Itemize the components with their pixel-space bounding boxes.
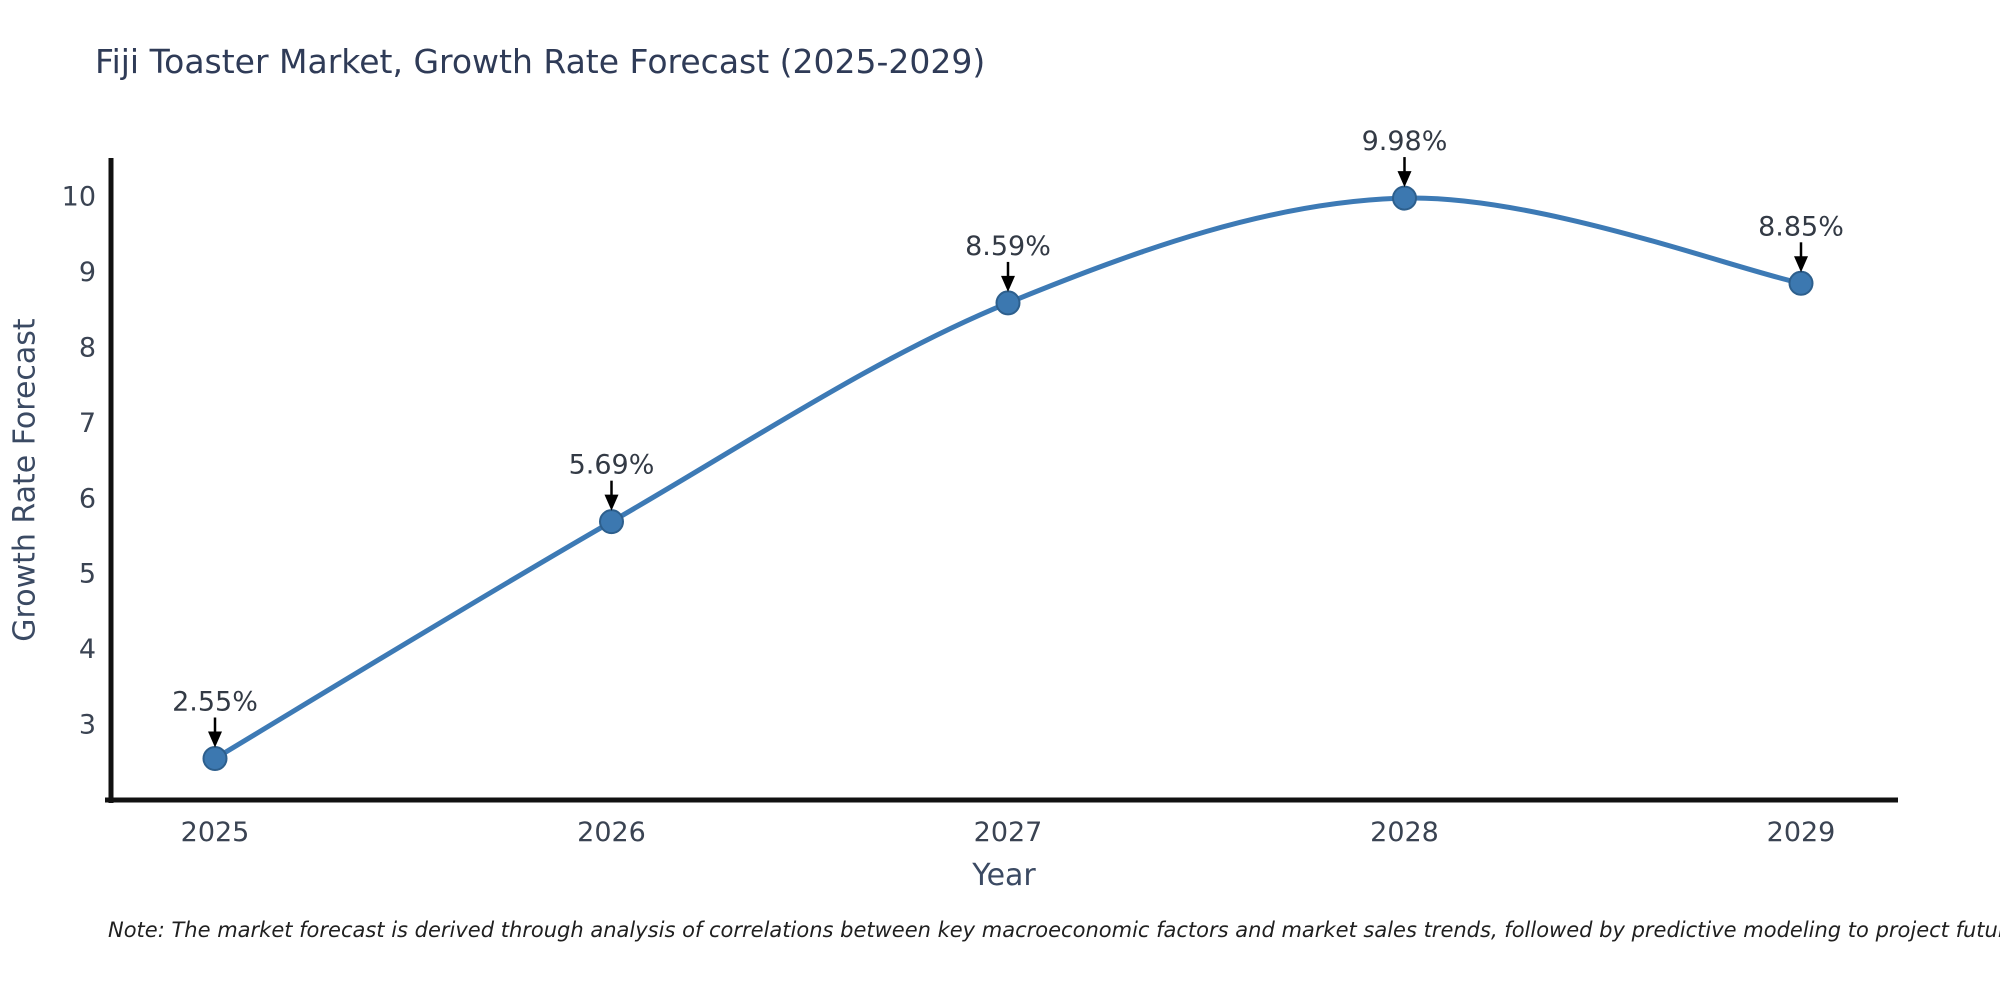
y-axis-spine [108,158,114,803]
y-tick-label: 10 [62,182,96,213]
x-tick-label: 2026 [577,817,646,848]
data-point [1788,270,1814,296]
y-tick-label: 5 [79,559,96,590]
x-axis-label: Year [972,858,1036,893]
y-tick-label: 4 [79,634,96,665]
x-tick-label: 2029 [1767,817,1836,848]
y-tick-label: 8 [79,332,96,363]
y-tick-label: 6 [79,483,96,514]
data-label: 8.59% [965,231,1051,262]
data-point [1392,185,1417,211]
y-tick-label: 9 [79,257,96,288]
annotation-arrow-head [604,494,619,511]
y-axis-label: Growth Rate Forecast [7,318,43,642]
data-label: 8.85% [1758,211,1844,242]
y-tick-label: 7 [79,408,96,439]
annotation-arrow-head [1397,171,1412,188]
data-label: 2.55% [172,687,258,718]
data-label: 9.98% [1362,126,1448,157]
data-point [995,290,1021,316]
data-label: 5.69% [569,450,655,481]
x-axis-spine [105,797,1898,803]
annotation-arrow-head [1794,256,1808,273]
x-tick-label: 2027 [974,817,1043,848]
data-point [599,509,624,535]
footnote: Note: The market forecast is derived thr… [108,918,2000,942]
data-point [202,746,228,772]
y-tick-label: 3 [79,710,96,741]
x-tick-label: 2028 [1370,817,1439,848]
annotation-arrow-head [1001,275,1015,292]
x-tick-label: 2025 [181,817,250,848]
chart-title: Fiji Toaster Market, Growth Rate Forecas… [95,42,986,81]
annotation-arrow-head [208,731,222,748]
